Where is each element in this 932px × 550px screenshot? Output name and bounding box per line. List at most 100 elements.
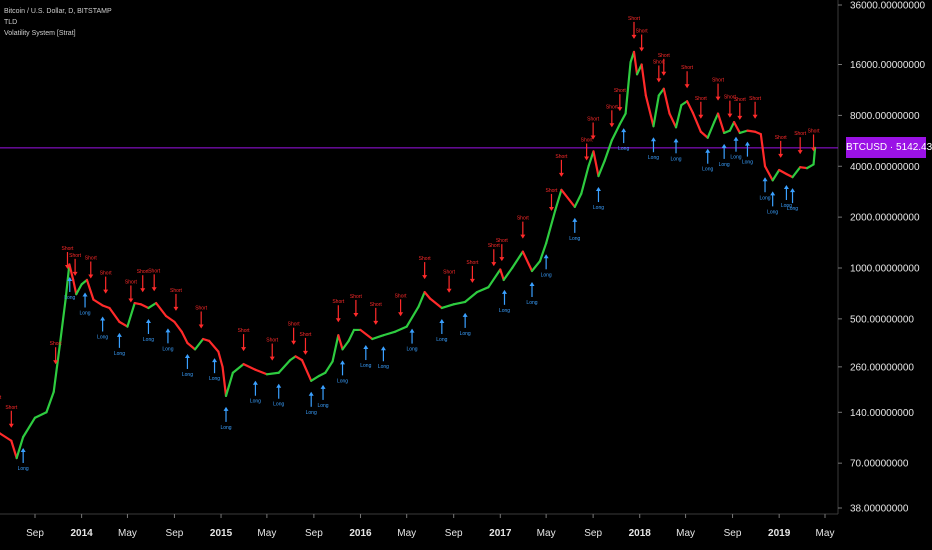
price-segment xyxy=(785,172,794,179)
short-signal-label: Short xyxy=(148,268,161,274)
short-signal-arrowhead xyxy=(198,324,204,329)
short-signal-label: Short xyxy=(614,88,627,94)
x-tick-label: Sep xyxy=(445,528,463,539)
short-signal-arrowhead xyxy=(302,350,308,355)
price-segment xyxy=(10,439,18,460)
long-signal-label: Long xyxy=(499,308,510,314)
price-segment xyxy=(417,291,426,308)
short-signal-arrowhead xyxy=(684,84,690,89)
price-segment xyxy=(680,100,689,107)
short-signal-label: Short xyxy=(658,53,671,59)
long-signal-label: Long xyxy=(436,337,447,343)
price-segment xyxy=(521,250,534,273)
long-signal-label: Long xyxy=(787,206,798,212)
price-segment xyxy=(475,286,490,294)
short-signal-label: Short xyxy=(395,293,408,299)
long-signal-arrowhead xyxy=(762,177,768,182)
short-signal-arrowhead xyxy=(752,114,758,119)
y-tick-label: 260.00000000 xyxy=(850,362,914,373)
short-signal-arrowhead xyxy=(335,318,341,323)
y-tick-label: 70.00000000 xyxy=(850,459,909,470)
x-tick-label: May xyxy=(397,528,416,539)
short-signal-label: Short xyxy=(517,216,530,222)
price-segment xyxy=(716,112,726,135)
short-signal-arrowhead xyxy=(698,114,704,119)
long-signal-arrowhead xyxy=(20,447,26,452)
long-signal-arrowhead xyxy=(673,138,679,143)
price-segment xyxy=(382,330,397,337)
long-signal-label: Long xyxy=(306,410,317,416)
long-signal-arrowhead xyxy=(501,289,507,294)
x-tick-label: May xyxy=(537,528,556,539)
long-signal-arrowhead xyxy=(439,318,445,323)
price-segment xyxy=(208,339,220,353)
long-signal-arrowhead xyxy=(543,254,549,259)
short-signal-label: Short xyxy=(681,65,694,71)
price-segment xyxy=(580,165,590,195)
short-signal-label: Short xyxy=(332,299,345,305)
price-segment xyxy=(224,371,234,398)
long-signal-label: Long xyxy=(541,272,552,278)
price-segment xyxy=(139,303,150,310)
long-signal-arrowhead xyxy=(165,328,171,333)
short-signal-arrowhead xyxy=(469,278,475,283)
price-segment xyxy=(674,104,683,129)
long-signal-arrowhead xyxy=(363,345,369,350)
price-segment xyxy=(331,334,340,363)
long-signal-label: Long xyxy=(114,351,125,357)
short-signal-label: Short xyxy=(69,253,82,259)
long-signal-arrowhead xyxy=(100,316,106,321)
short-signal-arrowhead xyxy=(778,153,784,158)
price-segment xyxy=(310,374,321,382)
price-segment xyxy=(759,132,767,168)
short-signal-label: Short xyxy=(606,104,619,110)
long-signal-label: Long xyxy=(569,236,580,242)
short-signal-label: Short xyxy=(266,338,279,344)
x-tick-label: Sep xyxy=(166,528,184,539)
x-tick-label: Sep xyxy=(724,528,742,539)
short-signal-arrowhead xyxy=(103,289,109,294)
price-segment xyxy=(597,159,606,178)
price-segment xyxy=(640,63,647,97)
price-segment xyxy=(254,368,268,376)
price-segment xyxy=(277,359,292,374)
long-signal-label: Long xyxy=(719,162,730,168)
price-segment xyxy=(85,278,95,301)
long-signal-arrowhead xyxy=(67,276,73,281)
short-signal-label: Short xyxy=(125,279,138,285)
long-signal-label: Long xyxy=(767,209,778,215)
short-signal-label: Short xyxy=(0,395,2,401)
y-tick-label: 1000.00000000 xyxy=(850,263,920,274)
price-segment xyxy=(108,306,121,323)
long-signal-label: Long xyxy=(618,146,629,152)
long-signal-arrowhead xyxy=(308,391,314,396)
price-segment xyxy=(337,334,344,351)
price-segment xyxy=(118,320,129,328)
short-signal-label: Short xyxy=(195,305,208,311)
price-segment xyxy=(154,301,168,318)
y-tick-label: 2000.00000000 xyxy=(850,213,920,224)
price-segment xyxy=(805,163,815,170)
short-signal-arrowhead xyxy=(53,360,59,365)
short-signal-label: Short xyxy=(636,29,649,35)
short-signal-arrowhead xyxy=(151,287,157,292)
price-segment xyxy=(101,304,111,310)
short-signal-label: Short xyxy=(50,341,63,347)
price-segment xyxy=(573,192,583,208)
short-signal-label: Short xyxy=(137,269,150,275)
price-segment xyxy=(799,166,809,170)
price-segment xyxy=(662,87,671,115)
short-signal-arrowhead xyxy=(656,78,662,83)
x-tick-label: 2018 xyxy=(629,528,652,539)
long-signal-label: Long xyxy=(730,155,741,161)
long-signal-label: Long xyxy=(406,347,417,353)
x-tick-label: May xyxy=(118,528,137,539)
long-signal-label: Long xyxy=(317,403,328,409)
price-segment xyxy=(423,291,432,300)
long-signal-arrowhead xyxy=(145,318,151,323)
price-segment xyxy=(632,50,639,76)
long-signal-label: Long xyxy=(742,160,753,166)
long-signal-arrowhead xyxy=(223,406,229,411)
